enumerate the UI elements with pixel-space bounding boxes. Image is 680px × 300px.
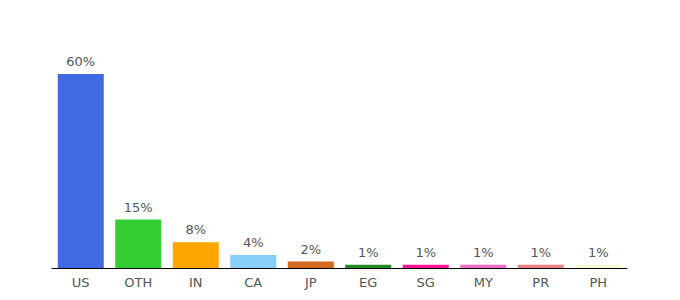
svg-text:PR: PR xyxy=(532,275,549,290)
svg-text:US: US xyxy=(72,275,90,290)
svg-text:15%: 15% xyxy=(124,200,153,215)
svg-text:CA: CA xyxy=(244,275,262,290)
svg-text:1%: 1% xyxy=(358,245,379,260)
svg-text:1%: 1% xyxy=(473,245,494,260)
svg-text:JP: JP xyxy=(304,275,317,290)
svg-text:IN: IN xyxy=(189,275,203,290)
svg-text:2%: 2% xyxy=(300,242,321,257)
svg-text:4%: 4% xyxy=(243,235,264,250)
svg-text:MY: MY xyxy=(474,275,493,290)
svg-text:EG: EG xyxy=(359,275,377,290)
svg-text:OTH: OTH xyxy=(124,275,152,290)
svg-text:1%: 1% xyxy=(530,245,551,260)
svg-text:8%: 8% xyxy=(185,222,206,237)
svg-text:60%: 60% xyxy=(66,54,95,69)
svg-text:1%: 1% xyxy=(588,245,609,260)
svg-text:1%: 1% xyxy=(415,245,436,260)
svg-text:SG: SG xyxy=(417,275,435,290)
svg-text:PH: PH xyxy=(589,275,607,290)
